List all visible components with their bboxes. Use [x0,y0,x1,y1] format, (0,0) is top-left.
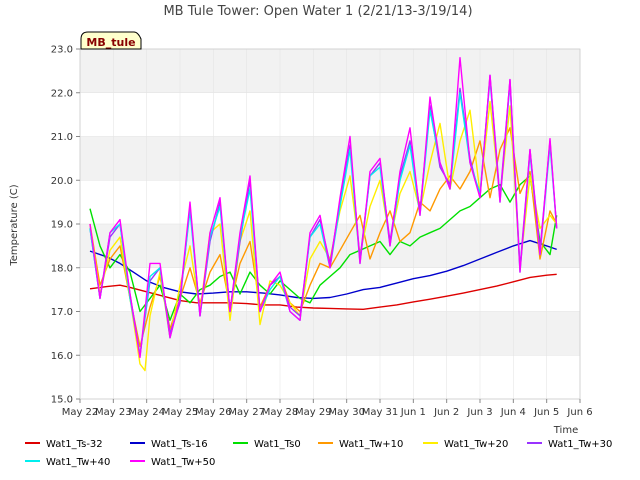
legend-label: Wat1_Tw+40 [46,457,110,468]
y-axis-label: Temperature (C) [9,184,20,266]
y-tick-label: 20.0 [51,176,73,187]
badge-shape [80,31,142,50]
y-tick-label: 18.0 [51,263,73,274]
x-tick-label: May 29 [295,407,332,418]
y-tick-label: 16.0 [51,351,73,362]
series-line [89,273,557,310]
plot-band [80,49,580,93]
y-axis: 15.0 16.0 17.0 18.0 19.0 20.0 21.0 22.0 23.0 [51,45,80,406]
legend-label: Wat1_Tw+20 [444,439,508,450]
x-tick-label: May 24 [128,407,165,418]
x-tick-label: Jun 1 [400,407,426,418]
series-lines [89,57,558,372]
x-tick-label: Jun 4 [500,407,526,418]
plot-band [80,355,580,399]
x-axis-label: Time [553,425,578,436]
x-tick-label: May 31 [362,407,399,418]
plot-band [80,180,580,224]
y-tick-label: 22.0 [51,88,73,99]
x-tick-label: Jun 5 [533,407,559,418]
plot-band [80,92,580,137]
legend-label: Wat1_Ts-16 [151,439,208,450]
legend-label: Wat1_Tw+50 [151,457,215,468]
legend-label: Wat1_Tw+10 [339,439,403,450]
series-line [89,175,558,321]
x-tick-label: May 30 [328,407,365,418]
y-tick-label: 15.0 [51,395,73,406]
x-tick-label: May 22 [62,407,99,418]
plot-band [80,311,580,356]
y-tick-label: 19.0 [51,220,73,231]
x-tick-label: Jun 6 [566,407,592,418]
legend: Wat1_Ts-32 Wat1_Ts-16 Wat1_Ts0 Wat1_Tw+10 Wa… [25,439,612,468]
x-tick-label: May 23 [95,407,132,418]
y-tick-label: 17.0 [51,307,73,318]
chart-title: MB Tule Tower: Open Water 1 (2/21/13-3/1… [163,4,472,19]
y-tick-label: 23.0 [51,45,73,56]
station-badge: MB_tule [80,31,142,50]
badge-label: MB_tule [86,36,135,49]
legend-label: Wat1_Ts0 [254,439,301,450]
legend-label: Wat1_Ts-32 [46,439,103,450]
y-tick-label: 21.0 [51,132,73,143]
x-tick-label: Jun 2 [433,407,459,418]
x-tick-label: May 27 [228,407,265,418]
x-tick-label: Jun 3 [466,407,492,418]
x-tick-label: May 25 [162,407,199,418]
series-line [89,57,558,359]
x-tick-label: May 28 [262,407,299,418]
legend-label: Wat1_Tw+30 [548,439,612,450]
x-tick-label: May 26 [195,407,232,418]
